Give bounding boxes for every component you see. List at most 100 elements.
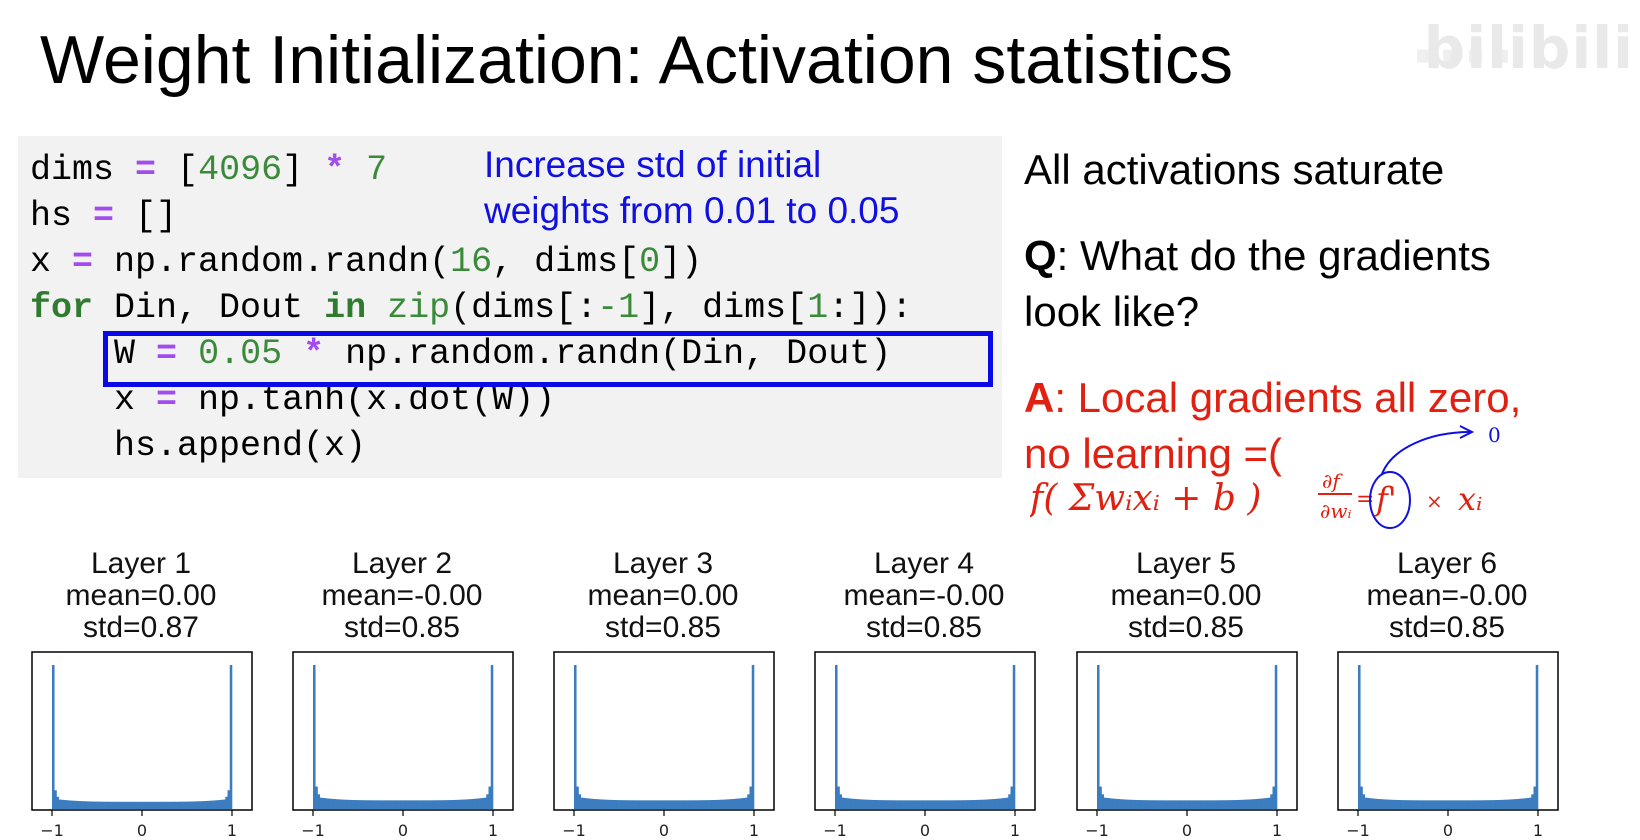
histogram-bar [1259, 798, 1262, 809]
histogram-bar [646, 800, 649, 809]
histogram-bar [1250, 799, 1253, 809]
histogram-bar [164, 801, 168, 809]
histogram-bar [52, 665, 55, 809]
saturate-statement: All activations saturate [1024, 146, 1445, 193]
histogram-bar [929, 800, 933, 809]
histogram-bar [704, 800, 708, 809]
histogram-bar [720, 799, 723, 809]
histogram-bar [1103, 797, 1107, 809]
histogram-bar [220, 799, 224, 809]
histogram-bar [1220, 800, 1224, 809]
histogram-bar [1274, 665, 1278, 809]
code-token: hs [30, 196, 94, 236]
histogram-bar [1171, 800, 1174, 809]
histogram-bar [1475, 800, 1478, 809]
chart-mean-label: mean=0.00 [587, 579, 739, 612]
histogram-bar [72, 800, 75, 809]
histogram-bar [1463, 800, 1467, 809]
histogram-bar [1191, 800, 1195, 809]
x-tick-label: −1 [562, 821, 586, 840]
histogram-bar [1432, 800, 1435, 809]
histogram-bar [949, 800, 953, 809]
histogram-bar [1367, 797, 1370, 809]
histogram-bar [373, 800, 377, 809]
histogram-bar [934, 800, 937, 809]
histogram-bar [452, 799, 456, 809]
histogram-bar [1121, 799, 1125, 809]
histogram-bar [1175, 800, 1179, 809]
histogram-bar [895, 800, 899, 809]
histogram-bar [326, 798, 330, 809]
histogram-bar [616, 800, 620, 809]
plot-frame [553, 651, 775, 811]
histogram-bar [1270, 794, 1273, 809]
histogram-bar [88, 801, 91, 809]
histogram-bar [839, 794, 843, 809]
histogram-bar [1484, 800, 1487, 809]
histogram-bar [56, 796, 60, 809]
histogram-bar [376, 800, 379, 809]
histogram-bar [927, 800, 930, 809]
histogram-bar [76, 800, 80, 809]
watermark-logo: bilibili [1423, 14, 1634, 82]
histogram-bar [954, 800, 957, 809]
histogram-bar [742, 797, 746, 809]
histogram-bar [607, 799, 611, 809]
histogram-bar [1135, 799, 1138, 809]
code-token: [] [114, 196, 178, 236]
histogram-bar [1142, 800, 1145, 809]
histogram-bar [952, 800, 955, 809]
histogram-bar [1106, 797, 1109, 809]
histogram-bar [659, 800, 663, 809]
histogram-bar [891, 800, 894, 809]
code-token: in [324, 288, 367, 328]
histogram-bar [355, 800, 359, 809]
histogram-bar [677, 800, 681, 809]
histogram-bar [182, 801, 186, 809]
histogram-bar [1126, 799, 1129, 809]
histogram-bar [695, 800, 699, 809]
code-token: * [303, 334, 325, 374]
histogram-bar [1376, 798, 1379, 809]
histogram-bar [747, 794, 750, 809]
histogram-bar [1405, 800, 1408, 809]
histogram-bar [1535, 665, 1539, 809]
histogram-bar [81, 801, 84, 809]
histogram-bar [1387, 799, 1390, 809]
code-block: dims = [4096] * 7 hs = [] x = np.random.ra… [30, 147, 912, 469]
histogram-bar [1398, 800, 1402, 809]
code-token: ] [282, 150, 325, 190]
histogram-bar [407, 800, 411, 809]
histogram-bar [1486, 800, 1489, 809]
x-tick-label: 1 [227, 821, 237, 840]
histogram-bar [880, 800, 883, 809]
histogram-layer-3: Layer 3 mean=0.00 std=0.85 −1 0 1 [544, 548, 782, 840]
histogram-bar [362, 800, 366, 809]
histogram-bar [1225, 800, 1228, 809]
histogram-bar [121, 801, 125, 809]
histogram-bar [994, 798, 998, 809]
histogram-bar [1236, 799, 1240, 809]
chart-title: Layer 1 [90, 547, 192, 580]
handwritten-frac-den: ∂wᵢ [1320, 499, 1351, 523]
histogram-bar [454, 799, 458, 809]
histogram-bar [592, 798, 595, 809]
histogram-bar [1247, 799, 1251, 809]
histogram-bar [965, 800, 969, 809]
histogram-bar [403, 800, 406, 809]
histogram-bar [724, 799, 728, 809]
a-text: : Local gradients all zero, [1054, 374, 1522, 421]
histogram-bar [679, 800, 683, 809]
histogram-bar [1012, 665, 1016, 809]
histogram-bar [1160, 800, 1163, 809]
chart-std-label: std=0.85 [1389, 611, 1505, 644]
histogram-bar [731, 799, 735, 809]
code-token: x [30, 242, 73, 282]
handwritten-zero: 0 [1488, 423, 1501, 447]
histogram-bar [110, 801, 114, 809]
histogram-bar [657, 800, 660, 809]
histogram-bar [432, 800, 435, 809]
histogram-bar [187, 801, 190, 809]
x-tick-label: 0 [1182, 821, 1192, 840]
histogram-bar [598, 799, 602, 809]
